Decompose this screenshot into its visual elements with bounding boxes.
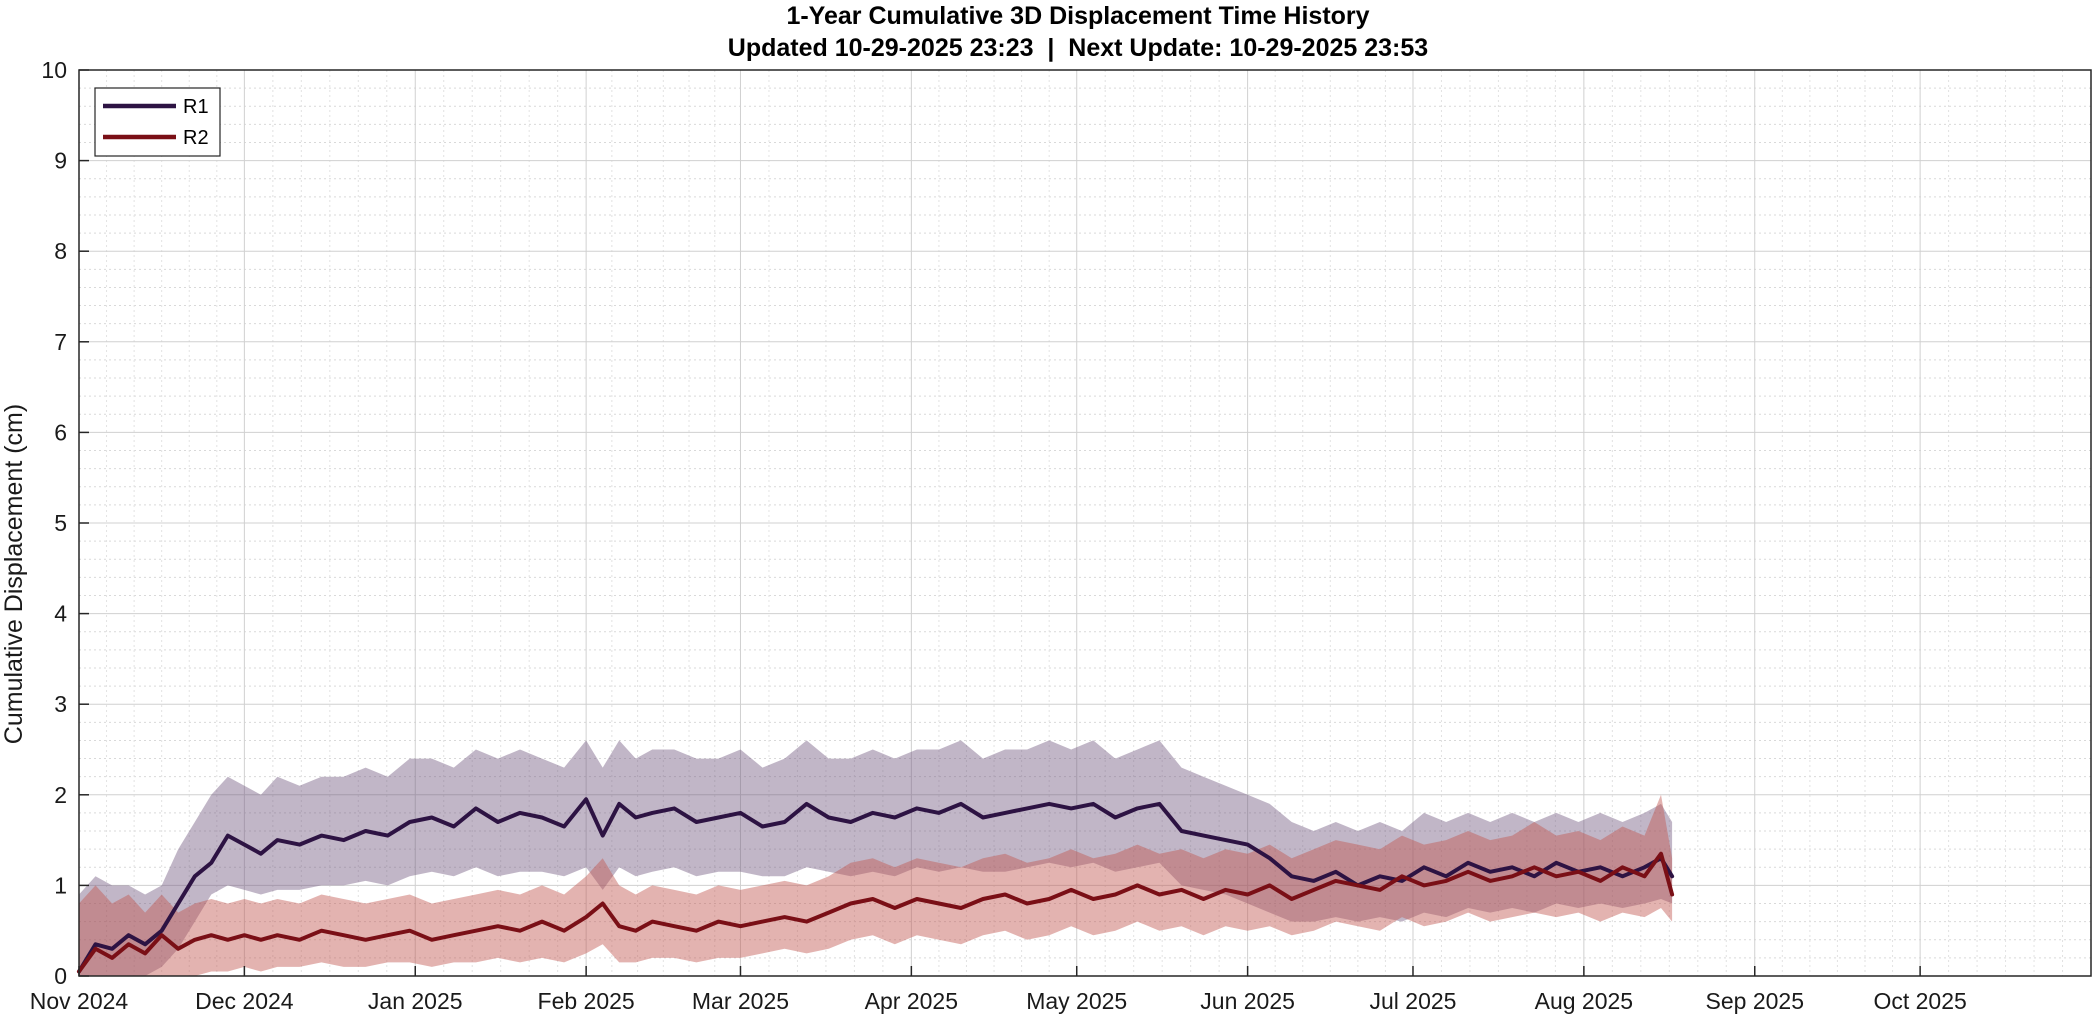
- y-tick-label: 7: [54, 329, 67, 355]
- x-tick-label: Jun 2025: [1200, 988, 1295, 1014]
- y-tick-label: 4: [54, 601, 67, 627]
- y-tick-label: 5: [54, 510, 67, 536]
- chart-subtitle: Updated 10-29-2025 23:23 | Next Update: …: [728, 34, 1428, 62]
- chart-title: 1-Year Cumulative 3D Displacement Time H…: [786, 2, 1369, 30]
- y-tick-label: 10: [41, 57, 67, 83]
- x-tick-label: Dec 2024: [195, 988, 294, 1014]
- x-tick-label: Apr 2025: [865, 988, 958, 1014]
- y-tick-label: 6: [54, 419, 67, 445]
- legend-label-r2: R2: [183, 127, 209, 149]
- x-tick-label: Oct 2025: [1873, 988, 1966, 1014]
- y-tick-label: 3: [54, 691, 67, 717]
- x-axis-ticks: Nov 2024 Dec 2024 Jan 2025 Feb 2025 Mar 2025…: [30, 966, 1967, 1014]
- y-tick-label: 1: [54, 872, 67, 898]
- x-tick-label: Aug 2025: [1535, 988, 1633, 1014]
- x-tick-label: Jan 2025: [368, 988, 463, 1014]
- x-tick-label: May 2025: [1026, 988, 1127, 1014]
- x-tick-label: Jul 2025: [1369, 988, 1456, 1014]
- y-axis-ticks: 0 1 2 3 4 5 6 7 8 9 10: [41, 57, 89, 989]
- x-tick-label: Sep 2025: [1706, 988, 1804, 1014]
- y-tick-label: 2: [54, 782, 67, 808]
- x-tick-label: Nov 2024: [30, 988, 129, 1014]
- legend-label-r1: R1: [183, 96, 209, 118]
- y-tick-label: 9: [54, 148, 67, 174]
- uncertainty-bands: [79, 740, 1672, 976]
- x-tick-label: Mar 2025: [692, 988, 789, 1014]
- y-tick-label: 8: [54, 238, 67, 264]
- y-tick-label: 0: [54, 963, 67, 989]
- y-axis-label: Cumulative Displacement (cm): [0, 404, 28, 744]
- x-tick-label: Feb 2025: [538, 988, 635, 1014]
- legend: R1 R2: [95, 88, 220, 156]
